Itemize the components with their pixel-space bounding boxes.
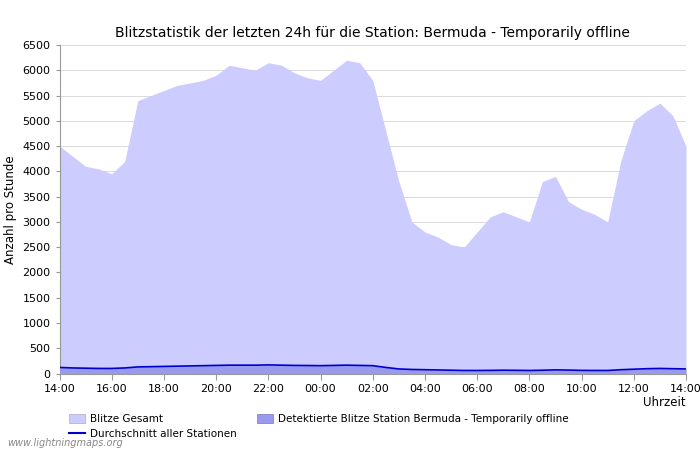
Text: www.lightningmaps.org: www.lightningmaps.org [7,438,122,448]
Text: Uhrzeit: Uhrzeit [643,396,686,410]
Title: Blitzstatistik der letzten 24h für die Station: Bermuda - Temporarily offline: Blitzstatistik der letzten 24h für die S… [116,26,630,40]
Legend: Blitze Gesamt, Durchschnitt aller Stationen, Detektierte Blitze Station Bermuda : Blitze Gesamt, Durchschnitt aller Statio… [64,410,573,443]
Y-axis label: Anzahl pro Stunde: Anzahl pro Stunde [4,155,17,264]
